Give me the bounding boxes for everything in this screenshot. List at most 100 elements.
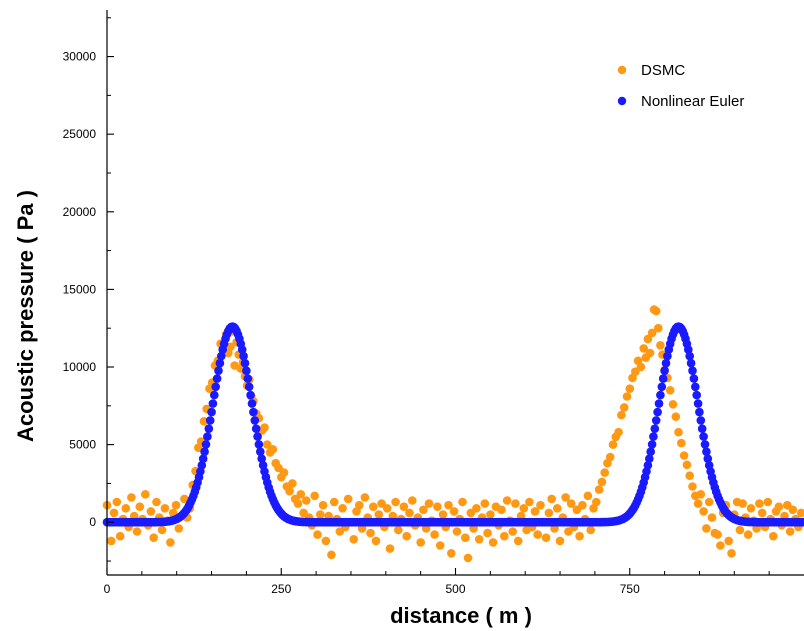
nonlinear-euler-point — [253, 432, 262, 441]
dsmc-point — [343, 494, 353, 504]
nonlinear-euler-point — [207, 407, 216, 417]
dsmc-point — [452, 527, 462, 536]
dsmc-point — [704, 497, 714, 507]
dsmc-point — [525, 497, 534, 507]
dsmc-point — [132, 527, 142, 536]
dsmc-point — [149, 533, 158, 542]
dsmc-point — [444, 500, 453, 510]
dsmc-point — [296, 490, 306, 499]
dsmc-point — [180, 494, 189, 504]
nonlinear-euler-point — [691, 382, 700, 392]
dsmc-point — [416, 538, 426, 547]
dsmc-point — [399, 502, 409, 512]
dsmc-point — [511, 499, 520, 508]
dsmc-point — [645, 348, 655, 358]
dsmc-point — [497, 505, 506, 515]
nonlinear-euler-point — [197, 461, 207, 470]
dsmc-point — [757, 508, 767, 518]
dsmc-point — [160, 504, 170, 513]
nonlinear-euler-point — [205, 416, 215, 425]
dsmc-point — [592, 497, 601, 507]
dsmc-point — [636, 362, 646, 372]
dsmc-point — [679, 451, 689, 460]
nonlinear-euler-point — [651, 416, 661, 425]
legend-label-nonlinear-euler: Nonlinear Euler — [641, 93, 744, 110]
dsmc-point — [608, 440, 618, 449]
nonlinear-euler-point — [257, 454, 267, 464]
dsmc-point — [371, 536, 381, 546]
dsmc-point — [500, 531, 509, 541]
dsmc-point — [106, 536, 116, 546]
nonlinear-euler-point — [200, 447, 209, 457]
dsmc-point — [575, 531, 584, 541]
dsmc-point — [313, 530, 322, 539]
nonlinear-euler-point — [254, 440, 264, 449]
y-tick-label: 15000 — [63, 282, 97, 296]
dsmc-point — [743, 530, 753, 539]
y-axis-ticks: 0 5000 10000 15000 20000 25000 30000 — [63, 17, 114, 562]
dsmc-point — [483, 528, 492, 538]
nonlinear-euler-point — [251, 424, 261, 434]
nonlinear-euler-point — [654, 399, 664, 408]
dsmc-point — [112, 497, 122, 507]
legend-label-dsmc: DSMC — [641, 62, 685, 79]
dsmc-point — [594, 485, 604, 494]
dsmc-point — [502, 496, 512, 505]
dsmc-point — [671, 412, 681, 422]
dsmc-point — [318, 500, 328, 510]
nonlinear-euler-point — [702, 447, 711, 457]
nonlinear-euler-point — [658, 374, 668, 383]
dsmc-point — [430, 530, 439, 539]
nonlinear-euler-point — [212, 374, 222, 383]
dsmc-point — [433, 502, 442, 512]
dsmc-point — [643, 334, 653, 344]
dsmc-point — [391, 497, 400, 507]
dsmc-point — [472, 504, 481, 513]
nonlinear-euler-point — [653, 407, 662, 417]
nonlinear-euler-point — [237, 345, 247, 354]
nonlinear-euler-point — [645, 454, 654, 464]
dsmc-point — [349, 535, 359, 544]
nonlinear-euler-point — [660, 366, 669, 376]
dsmc-point — [513, 536, 523, 546]
dsmc-point — [474, 535, 484, 544]
x-axis-title: distance ( m ) — [390, 603, 532, 628]
y-tick-label: 30000 — [63, 50, 97, 64]
dsmc-point — [597, 477, 607, 487]
dsmc-point — [707, 513, 717, 522]
nonlinear-euler-point — [663, 351, 672, 361]
dsmc-point — [488, 538, 498, 547]
dsmc-point — [713, 530, 722, 539]
nonlinear-euler-point — [650, 424, 660, 434]
dsmc-point — [268, 445, 278, 454]
dsmc-point — [625, 384, 635, 394]
nonlinear-euler-point — [255, 447, 265, 457]
dsmc-point — [288, 479, 297, 488]
dsmc-point — [605, 452, 615, 462]
dsmc-point — [617, 410, 626, 420]
dsmc-point — [788, 505, 798, 515]
dsmc-point — [677, 438, 686, 448]
nonlinear-euler-point — [799, 517, 804, 527]
nonlinear-euler-point — [198, 454, 208, 464]
nonlinear-euler-point — [647, 440, 657, 449]
dsmc-point — [157, 525, 167, 535]
dsmc-point — [639, 344, 648, 353]
dsmc-point — [530, 507, 540, 516]
dsmc-point — [566, 499, 576, 508]
dsmc-point — [166, 538, 175, 547]
dsmc-point — [171, 500, 181, 510]
nonlinear-euler-point — [695, 407, 704, 417]
dsmc-point — [541, 533, 551, 542]
dsmc-point — [614, 427, 623, 437]
dsmc-point — [374, 510, 384, 519]
nonlinear-euler-point — [210, 390, 219, 400]
nonlinear-euler-point — [686, 358, 696, 368]
dsmc-point — [382, 504, 392, 513]
dsmc-point — [578, 500, 587, 510]
dsmc-point — [716, 541, 725, 550]
nonlinear-euler-point — [696, 416, 706, 425]
dsmc-point — [310, 491, 320, 501]
dsmc-point — [738, 499, 747, 508]
